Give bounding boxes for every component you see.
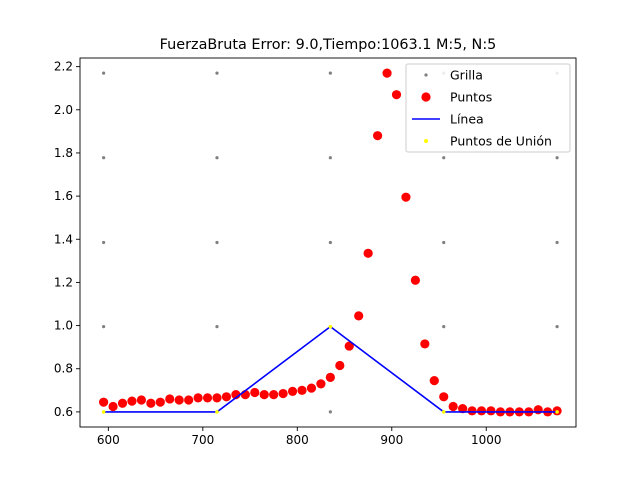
y-tick-label: 2.2 [54,60,73,74]
data-point [373,131,383,141]
grid-point [555,325,559,329]
data-point [193,393,203,403]
x-tick-label: 600 [97,433,120,447]
data-point [99,397,109,407]
data-point [439,392,449,402]
data-point [146,398,156,408]
grid-point [215,325,219,329]
legend: Grilla Puntos Línea Puntos de Unión [405,63,571,153]
data-point [363,248,373,258]
data-point [486,406,496,416]
x-tick-label: 900 [380,433,403,447]
data-point [306,383,317,393]
data-point [136,395,147,405]
grid-point [102,71,106,75]
grid-point [215,156,219,160]
data-point [382,68,392,78]
data-point [429,376,439,386]
grid-point [102,156,106,160]
x-tick-label: 1000 [471,433,502,447]
data-point [325,372,335,382]
data-point [278,388,288,399]
data-point [155,397,165,407]
legend-label: Puntos de Unión [450,134,552,149]
data-point [250,387,260,398]
grid-point [442,240,446,245]
y-tick-label: 1.0 [54,319,73,333]
data-point [108,401,118,412]
grid-point [215,240,219,245]
junction-point [328,324,333,329]
legend-marker-swatch [424,73,428,77]
legend-label: Grilla [450,68,483,83]
data-point [184,395,194,405]
data-point [420,339,430,349]
legend-marker-swatch [424,139,428,143]
data-point [202,393,213,403]
data-point [269,390,279,400]
data-point [297,385,307,395]
data-point [221,392,232,402]
legend-label: Puntos [450,90,492,105]
data-point [259,390,269,400]
grid-point [102,325,106,329]
y-tick-label: 1.6 [54,189,73,203]
grid-point [555,156,559,160]
data-point [354,311,364,321]
grid-point [442,325,446,329]
legend-box [405,63,571,153]
plot-area [99,68,562,417]
data-point [467,406,477,416]
junction-point [215,410,219,414]
data-point [458,404,468,414]
data-point [344,341,354,351]
axes-frame [79,57,577,428]
data-point [476,406,487,416]
data-point [165,394,175,404]
x-tick-label: 700 [191,433,214,447]
chart-title: FuerzaBruta Error: 9.0,Tiempo:1063.1 M:5… [160,37,497,53]
grid-point [328,156,332,160]
data-point [174,395,184,405]
legend-label: Línea [450,112,484,127]
junction-point [101,410,106,414]
data-point [335,360,345,371]
y-tick-label: 1.8 [54,146,73,160]
data-point [212,393,222,403]
grid-point [215,71,219,75]
y-tick-label: 0.6 [54,405,73,419]
grid-point [102,240,106,245]
data-point [410,275,420,285]
data-point [533,405,543,415]
data-point [401,192,411,202]
y-tick-label: 1.2 [54,275,73,289]
axes: 600 700 800 900 1000 0.6 0.8 1.0 1.2 1.4 1.6 1.8 2.0… [54,57,577,447]
grid-point [328,410,332,414]
grid-point [555,240,559,245]
data-point [391,90,402,100]
x-tick-label: 800 [286,433,309,447]
y-tick-label: 1.4 [54,232,73,246]
legend-marker-swatch [421,92,431,102]
data-point [316,379,326,389]
y-tick-label: 2.0 [54,103,73,117]
grid-point [328,71,332,75]
data-point [287,386,298,396]
y-tick-label: 0.8 [54,362,73,376]
junction-point [555,410,559,414]
data-point [448,401,458,412]
data-point [127,396,137,406]
junction-point [441,410,446,414]
grid-point [328,240,332,245]
data-point [117,398,128,408]
grid-point [442,156,446,160]
